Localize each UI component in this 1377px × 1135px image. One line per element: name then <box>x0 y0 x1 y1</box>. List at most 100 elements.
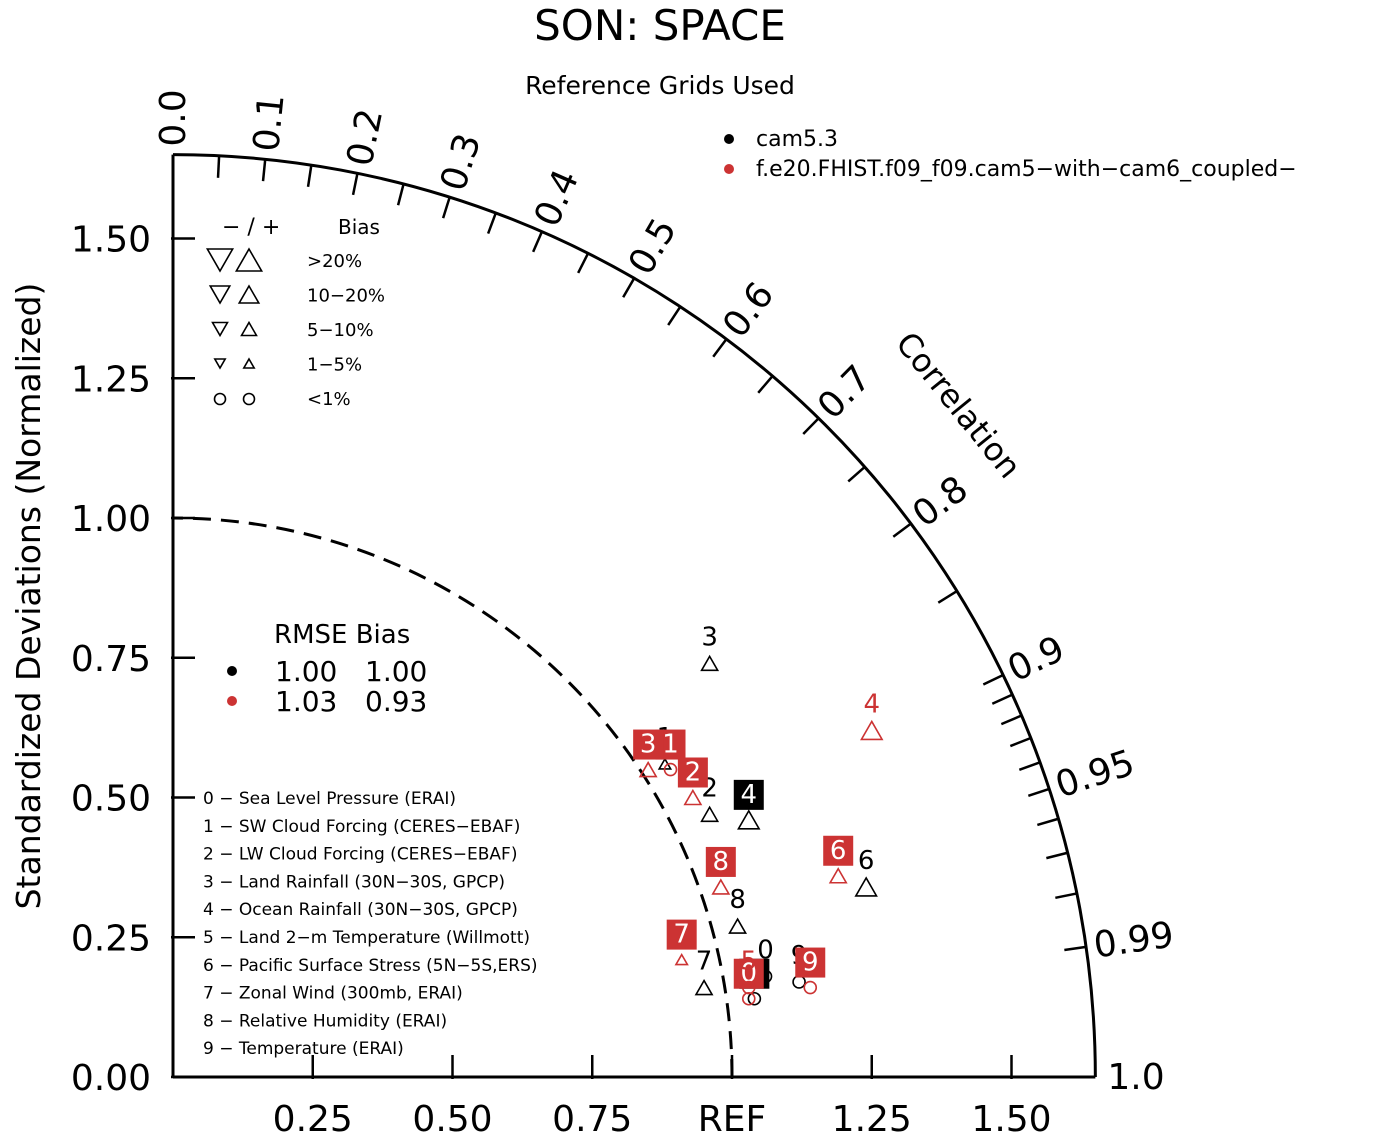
series-layer: 01234567890123456789 <box>633 622 884 1006</box>
bias-legend-up-marker <box>242 357 256 369</box>
data-label: 8 <box>713 847 730 877</box>
data-point-marker <box>663 762 678 777</box>
bias-legend-down-marker <box>205 248 235 273</box>
data-label-box <box>795 947 826 978</box>
bias-legend-up-marker <box>234 247 264 272</box>
correlation-tick <box>802 417 820 435</box>
bias-legend-label: <1% <box>307 389 351 410</box>
data-label-box <box>823 835 854 866</box>
rmse-table-header: RMSE Bias <box>274 620 410 650</box>
axes <box>171 153 1097 1079</box>
y-tick-label: 1.25 <box>71 359 151 400</box>
data-label-box <box>733 958 764 989</box>
correlation-label: 0.8 <box>905 468 975 535</box>
legend-label: cam5.3 <box>756 127 838 152</box>
correlation-tick <box>1018 761 1041 771</box>
reference-arc <box>172 516 734 1078</box>
rmse-value: 1.00 <box>275 655 337 688</box>
bias-value: 1.00 <box>365 655 427 688</box>
data-label: 3 <box>701 622 718 652</box>
x-tick-label: 0.25 <box>273 1099 353 1135</box>
data-label-box <box>677 757 708 788</box>
variable-list-item: 5 − Land 2−m Temperature (Willmott) <box>203 928 530 948</box>
legend-marker <box>724 164 734 174</box>
data-point-marker <box>674 953 689 966</box>
data-label: 0 <box>757 935 774 965</box>
correlation-label: 0.2 <box>339 105 391 169</box>
correlation-label: 0.99 <box>1091 915 1176 967</box>
data-point-marker <box>700 805 720 823</box>
chart-title: SON: SPACE <box>534 1 786 50</box>
correlation-tick <box>847 465 866 483</box>
correlation-tick <box>577 252 590 274</box>
data-point-marker <box>747 991 762 1006</box>
rmse-value: 1.03 <box>275 685 337 718</box>
data-label: 1 <box>662 730 679 760</box>
x-tick-label: 0.50 <box>412 1099 492 1135</box>
correlation-tick <box>1046 851 1068 860</box>
correlation-label: 0.95 <box>1051 742 1140 806</box>
rmse-row-marker <box>227 696 237 706</box>
data-point-marker <box>711 878 731 895</box>
variable-list-item: 2 − LW Cloud Forcing (CERES−EBAF) <box>203 845 517 865</box>
data-point-marker <box>638 760 658 778</box>
y-tick-label: 1.00 <box>71 499 151 540</box>
bias-legend: − / + Bias >20% 10−20% 5−10% 1−5% <1% <box>205 215 385 410</box>
correlation-tick <box>531 231 544 253</box>
data-label: 8 <box>729 885 746 915</box>
correlation-tick <box>216 155 221 178</box>
bias-legend-down-marker <box>211 321 229 338</box>
variable-list-item: 7 − Zonal Wind (300mb, ERAI) <box>203 984 463 1004</box>
data-label: 7 <box>673 920 690 950</box>
y-tick-label: 0.00 <box>71 1058 151 1099</box>
bias-legend-label: 10−20% <box>307 286 385 307</box>
correlation-label: 0.7 <box>810 358 879 428</box>
data-point-marker <box>683 788 703 806</box>
correlation-label: 0.9 <box>1002 629 1071 691</box>
y-tick-label: 0.25 <box>71 918 151 959</box>
data-point-marker <box>854 876 878 897</box>
correlation-label: 0.6 <box>715 275 782 345</box>
correlation-tick <box>622 277 636 298</box>
data-point-marker <box>741 980 756 995</box>
data-label: 6 <box>858 846 875 876</box>
bias-legend-down-marker <box>208 285 232 305</box>
bias-legend-sign-header: − / + <box>222 215 280 240</box>
correlation-tick <box>757 375 774 394</box>
variable-list-item: 4 − Ocean Rainfall (30N−30S, GPCP) <box>203 900 518 920</box>
correlation-tick <box>441 196 451 219</box>
data-point-marker <box>694 978 714 996</box>
data-label: 3 <box>640 730 657 760</box>
series-f-e20-fhist: 0 123 4 5 6 7 8 9 <box>633 689 884 1006</box>
y-axis-label: Standardized Deviations (Normalized) <box>9 283 48 910</box>
correlation-label: 0.1 <box>246 92 293 153</box>
data-point-marker <box>741 991 756 1006</box>
correlation-tick <box>261 159 267 182</box>
correlation-tick <box>1000 714 1023 726</box>
variable-list-item: 6 − Pacific Surface Stress (5N−5S,ERS) <box>203 956 538 976</box>
bias-legend-label: 5−10% <box>307 320 374 341</box>
legend: cam5.3 f.e20.FHIST.f09_f09.cam5−with−cam6… <box>724 127 1297 182</box>
bias-legend-up-marker <box>242 392 256 406</box>
data-label: 6 <box>830 836 847 866</box>
correlation-tick <box>396 183 405 206</box>
correlation-tick <box>892 522 912 538</box>
bias-legend-label: 1−5% <box>307 355 362 376</box>
x-tick-label: REF <box>698 1099 766 1135</box>
correlation-tick <box>306 164 313 188</box>
x-tick-label: 1.50 <box>971 1099 1051 1135</box>
bias-value: 0.93 <box>365 685 427 718</box>
variable-list-item: 9 − Temperature (ERAI) <box>203 1039 404 1059</box>
data-label-box <box>666 919 697 950</box>
correlation-label: 0.5 <box>621 212 685 282</box>
variable-list: 0 − Sea Level Pressure (ERAI) 1 − SW Clou… <box>203 789 538 1059</box>
data-label: 9 <box>802 948 819 978</box>
data-point-marker <box>803 980 818 995</box>
correlation-tick <box>1036 817 1059 827</box>
correlation-tick <box>982 673 1004 686</box>
data-point-marker <box>700 654 720 672</box>
correlation-label: 0.4 <box>527 164 587 233</box>
correlation-tick <box>667 305 682 326</box>
